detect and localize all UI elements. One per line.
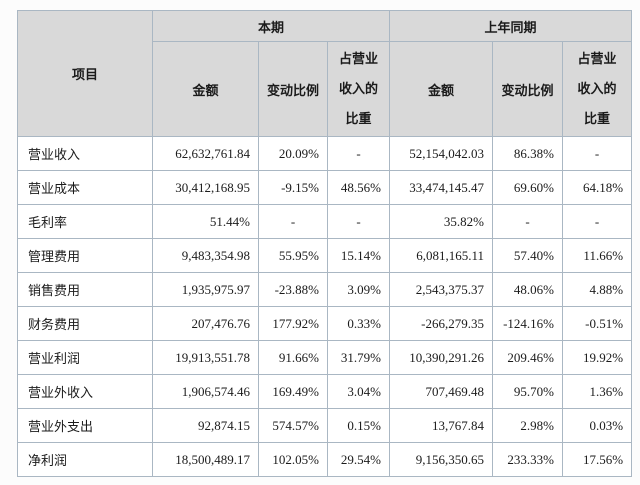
cell-cur-share: 0.15% <box>327 408 390 443</box>
table-row: 净利润 18,500,489.17 102.05% 29.54% 9,156,350.6… <box>17 442 633 477</box>
cell-cur-change: -9.15% <box>258 170 328 205</box>
cell-prev-amount: 13,767.84 <box>389 408 493 443</box>
cell-prev-amount: 33,474,145.47 <box>389 170 493 205</box>
cell-prev-amount: 35.82% <box>389 204 493 239</box>
cell-prev-share: 0.03% <box>561 408 633 443</box>
cell-cur-change: 574.57% <box>258 408 328 443</box>
cell-cur-change: 169.49% <box>258 374 328 409</box>
table-row: 营业外收入 1,906,574.46 169.49% 3.04% 707,469.48 9… <box>17 374 633 409</box>
cell-cur-share: 15.14% <box>327 238 390 273</box>
cell-prev-change: -124.16% <box>492 306 563 341</box>
table-row: 营业利润 19,913,551.78 91.66% 31.79% 10,390,291.… <box>17 340 633 375</box>
row-item-label: 财务费用 <box>17 306 153 341</box>
cell-cur-amount: 1,935,975.97 <box>152 272 259 307</box>
cell-cur-change: 55.95% <box>258 238 328 273</box>
cell-prev-amount: 2,543,375.37 <box>389 272 493 307</box>
cell-prev-change: 86.38% <box>492 136 563 171</box>
table-row: 营业外支出 92,874.15 574.57% 0.15% 13,767.84 2.98%… <box>17 408 633 443</box>
cell-prev-change: 233.33% <box>492 442 563 477</box>
cell-prev-change: 57.40% <box>492 238 563 273</box>
cell-cur-share: 31.79% <box>327 340 390 375</box>
header-prior-period: 上年同期 <box>388 10 633 42</box>
cell-cur-amount: 18,500,489.17 <box>152 442 259 477</box>
cell-prev-share: -0.51% <box>561 306 633 341</box>
cell-cur-share: - <box>327 204 390 239</box>
cell-cur-change: - <box>258 204 328 239</box>
header-prior-change-ratio: 变动比例 <box>492 41 563 137</box>
row-item-label: 毛利率 <box>17 204 153 239</box>
header-item: 项目 <box>17 10 153 137</box>
cell-cur-change: 20.09% <box>258 136 328 171</box>
cell-prev-amount: 707,469.48 <box>389 374 493 409</box>
cell-prev-change: 69.60% <box>492 170 563 205</box>
cell-cur-share: 48.56% <box>327 170 390 205</box>
cell-prev-share: 17.56% <box>561 442 633 477</box>
cell-prev-share: 19.92% <box>561 340 633 375</box>
cell-cur-change: -23.88% <box>258 272 328 307</box>
cell-cur-change: 102.05% <box>258 442 328 477</box>
table-header: 项目 本期 上年同期 金额 变动比例 占营业 收入的 比重 金额 变动比例 占营… <box>17 10 633 137</box>
cell-prev-amount: 9,156,350.65 <box>389 442 493 477</box>
row-item-label: 营业外收入 <box>17 374 153 409</box>
header-current-period: 本期 <box>152 10 390 42</box>
cell-cur-share: 3.09% <box>327 272 390 307</box>
row-item-label: 营业利润 <box>17 340 153 375</box>
table-row: 销售费用 1,935,975.97 -23.88% 3.09% 2,543,375.37… <box>17 272 633 307</box>
cell-cur-amount: 51.44% <box>152 204 259 239</box>
cell-cur-share: 29.54% <box>327 442 390 477</box>
cell-prev-share: - <box>561 136 633 171</box>
cell-prev-change: 95.70% <box>492 374 563 409</box>
cell-cur-amount: 207,476.76 <box>152 306 259 341</box>
header-prior-amount: 金额 <box>389 41 493 137</box>
cell-cur-amount: 9,483,354.98 <box>152 238 259 273</box>
cell-prev-amount: -266,279.35 <box>389 306 493 341</box>
header-columns-row: 金额 变动比例 占营业 收入的 比重 金额 变动比例 占营业 收入的 比重 <box>18 41 633 137</box>
header-current-change-ratio: 变动比例 <box>258 41 328 137</box>
cell-prev-change: 48.06% <box>492 272 563 307</box>
cell-prev-change: 2.98% <box>492 408 563 443</box>
cell-prev-share: 11.66% <box>561 238 633 273</box>
table-body: 营业收入 62,632,761.84 20.09% -52,154,042.03 86.… <box>17 136 633 477</box>
cell-cur-amount: 30,412,168.95 <box>152 170 259 205</box>
row-item-label: 管理费用 <box>17 238 153 273</box>
cell-prev-share: - <box>561 204 633 239</box>
cell-prev-share: 64.18% <box>561 170 633 205</box>
cell-cur-amount: 1,906,574.46 <box>152 374 259 409</box>
cell-prev-amount: 52,154,042.03 <box>389 136 493 171</box>
header-prior-revenue-share: 占营业 收入的 比重 <box>561 41 633 137</box>
table-row: 营业收入 62,632,761.84 20.09% -52,154,042.03 86.… <box>17 136 633 171</box>
cell-prev-amount: 10,390,291.26 <box>389 340 493 375</box>
table-row: 财务费用 207,476.76 177.92% 0.33% -266,279.35 -12… <box>17 306 633 341</box>
header-current-amount: 金额 <box>152 41 259 137</box>
cell-cur-change: 177.92% <box>258 306 328 341</box>
table-row: 管理费用 9,483,354.98 55.95% 15.14% 6,081,165.11… <box>17 238 633 273</box>
financial-comparison-table: 项目 本期 上年同期 金额 变动比例 占营业 收入的 比重 金额 变动比例 占营… <box>17 10 633 477</box>
row-item-label: 营业收入 <box>17 136 153 171</box>
cell-prev-change: - <box>492 204 563 239</box>
cell-cur-amount: 19,913,551.78 <box>152 340 259 375</box>
cell-cur-share: 3.04% <box>327 374 390 409</box>
cell-prev-share: 4.88% <box>561 272 633 307</box>
cell-prev-change: 209.46% <box>492 340 563 375</box>
row-item-label: 营业成本 <box>17 170 153 205</box>
cell-cur-share: - <box>327 136 390 171</box>
cell-prev-share: 1.36% <box>561 374 633 409</box>
table-row: 营业成本 30,412,168.95 -9.15% 48.56% 33,474,145.… <box>17 170 633 205</box>
cell-cur-change: 91.66% <box>258 340 328 375</box>
table-row: 毛利率 51.44% - -35.82% - - <box>17 204 633 239</box>
cell-cur-amount: 92,874.15 <box>152 408 259 443</box>
row-item-label: 销售费用 <box>17 272 153 307</box>
header-current-revenue-share: 占营业 收入的 比重 <box>327 41 390 137</box>
cell-cur-share: 0.33% <box>327 306 390 341</box>
header-group-row: 项目 本期 上年同期 <box>17 10 633 137</box>
row-item-label: 净利润 <box>17 442 153 477</box>
row-item-label: 营业外支出 <box>17 408 153 443</box>
cell-prev-amount: 6,081,165.11 <box>389 238 493 273</box>
cell-cur-amount: 62,632,761.84 <box>152 136 259 171</box>
